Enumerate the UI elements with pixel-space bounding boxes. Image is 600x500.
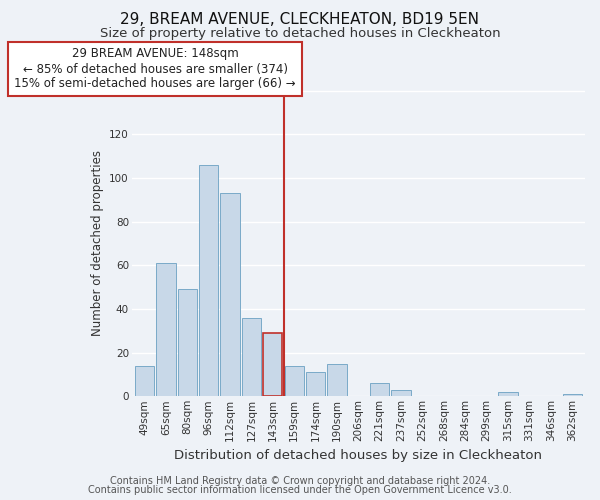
Bar — [328, 364, 347, 396]
Bar — [220, 193, 239, 396]
Text: Contains public sector information licensed under the Open Government Licence v3: Contains public sector information licen… — [88, 485, 512, 495]
Bar — [391, 390, 411, 396]
Bar — [242, 318, 261, 396]
Bar — [563, 394, 582, 396]
Bar — [306, 372, 325, 396]
Bar — [199, 165, 218, 396]
X-axis label: Distribution of detached houses by size in Cleckheaton: Distribution of detached houses by size … — [175, 450, 542, 462]
Text: 29, BREAM AVENUE, CLECKHEATON, BD19 5EN: 29, BREAM AVENUE, CLECKHEATON, BD19 5EN — [121, 12, 479, 28]
Bar — [156, 263, 176, 396]
Bar — [178, 289, 197, 397]
Bar — [263, 333, 283, 396]
Bar — [135, 366, 154, 396]
Y-axis label: Number of detached properties: Number of detached properties — [91, 150, 104, 336]
Text: Size of property relative to detached houses in Cleckheaton: Size of property relative to detached ho… — [100, 28, 500, 40]
Bar — [284, 366, 304, 396]
Bar — [499, 392, 518, 396]
Text: 29 BREAM AVENUE: 148sqm
← 85% of detached houses are smaller (374)
15% of semi-d: 29 BREAM AVENUE: 148sqm ← 85% of detache… — [14, 48, 296, 90]
Bar — [370, 383, 389, 396]
Text: Contains HM Land Registry data © Crown copyright and database right 2024.: Contains HM Land Registry data © Crown c… — [110, 476, 490, 486]
